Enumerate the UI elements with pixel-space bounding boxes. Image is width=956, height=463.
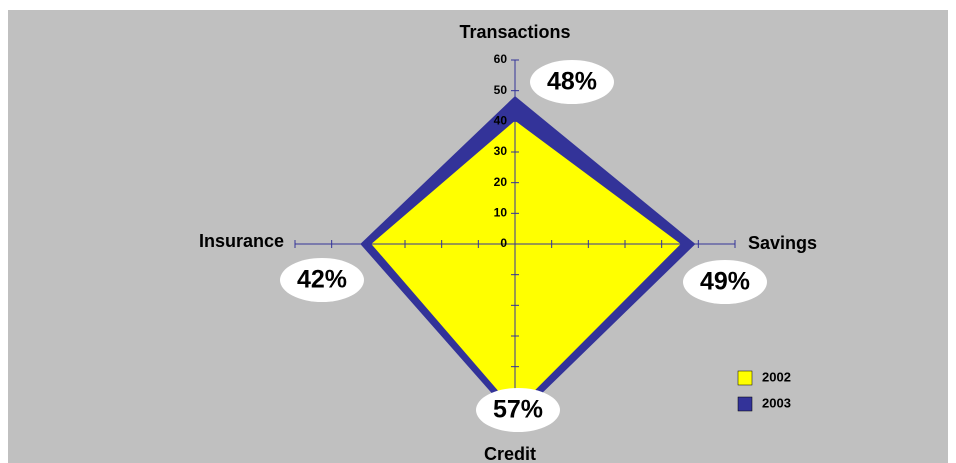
- legend-label: 2002: [762, 369, 791, 384]
- tick-label: 60: [494, 52, 508, 66]
- tick-label: 20: [494, 175, 508, 189]
- category-label: Savings: [748, 233, 817, 253]
- legend-swatch: [737, 370, 753, 386]
- label-bubble: [476, 388, 560, 432]
- category-label: Credit: [484, 444, 536, 463]
- value-label: 48%: [547, 68, 597, 96]
- label-bubble: [683, 260, 767, 304]
- tick-label: 30: [494, 144, 508, 158]
- legend-label: 2003: [762, 395, 791, 410]
- value-label: 57%: [493, 396, 543, 424]
- tick-label: 10: [494, 206, 508, 220]
- value-label: 49%: [700, 268, 750, 296]
- legend-swatch: [737, 396, 753, 412]
- value-label: 42%: [297, 266, 347, 294]
- tick-label: 50: [494, 83, 508, 97]
- category-label: Transactions: [459, 22, 570, 42]
- tick-label: 0: [500, 236, 507, 250]
- category-label: Insurance: [199, 231, 284, 251]
- label-bubble: [530, 60, 614, 104]
- tick-label: 40: [494, 114, 508, 128]
- label-bubble: [280, 258, 364, 302]
